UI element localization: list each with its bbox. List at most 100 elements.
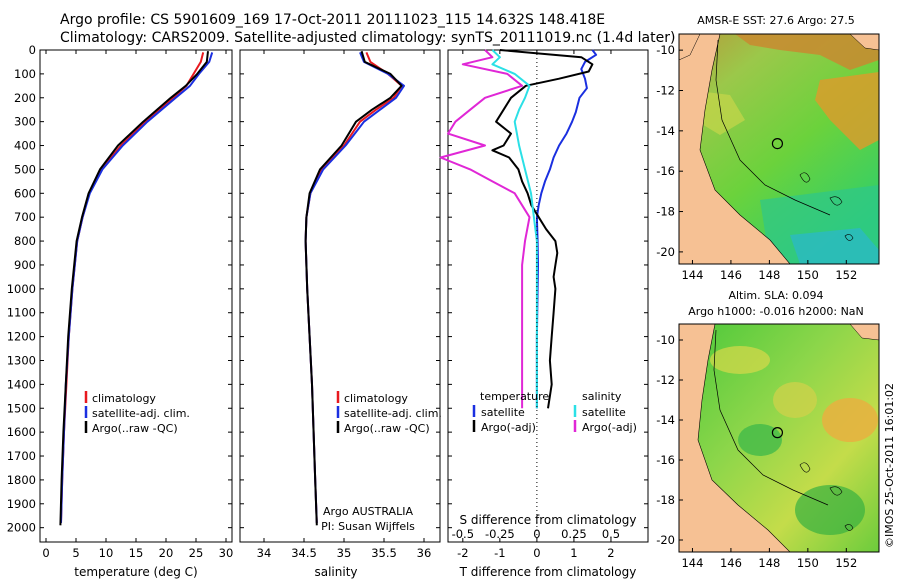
legend-label: Argo(-adj): [481, 421, 536, 434]
x-tick-label: 25: [189, 546, 204, 560]
sst-cool-patch: [790, 228, 879, 264]
temperature-panel-frame: [39, 49, 233, 543]
sla-map-axes: 144 146 148 150 152 -10 -12 -14 -16 -18 -20: [656, 333, 857, 570]
depth-tick-label: 1300: [7, 353, 36, 367]
lon-tick-label: 146: [720, 268, 742, 282]
depth-tick-label: 1100: [7, 306, 36, 320]
x-tick-label: 35: [337, 546, 352, 560]
x2-tick-label: -0.25: [485, 527, 515, 541]
x-tick-label: 35.5: [371, 546, 397, 560]
temperature-axes: 0100200300400500600700800900100011001200…: [7, 43, 234, 560]
series-line-satellite-adj-clim-: [60, 52, 214, 523]
x-tick-label: 0: [533, 546, 540, 560]
lat-tick-label: -12: [656, 373, 675, 387]
salinity-series: [304, 50, 405, 526]
difference-x2label: S difference from climatology: [460, 513, 637, 527]
float-program-annotation: Argo AUSTRALIA: [323, 505, 413, 518]
bathymetry-contour: [715, 39, 831, 216]
x-tick-label: 20: [159, 546, 174, 560]
depth-tick-label: 200: [14, 91, 36, 105]
x-tick-label: 0: [42, 546, 49, 560]
argo-position-marker: [771, 427, 784, 439]
legend-label: Argo(-adj): [582, 421, 637, 434]
sst-warm-patch: [815, 72, 879, 150]
legend-label: Argo(..raw -QC): [344, 422, 430, 435]
salinity-xlabel: salinity: [314, 565, 357, 579]
depth-tick-label: 1900: [7, 497, 36, 511]
series-line-climatology: [60, 52, 205, 523]
x-tick-label: -2: [457, 546, 468, 560]
series-line-salinity-satellite: [491, 49, 538, 409]
sla-anomaly: [773, 382, 817, 418]
difference-panel-frame: [447, 49, 649, 543]
imos-timestamp: ©IMOS 25-Oct-2011 16:01:02: [883, 383, 896, 548]
legend-header-temperature: temperature: [480, 390, 549, 403]
temperature-legend: climatology satellite-adj. clim. Argo(..…: [84, 391, 190, 435]
lat-tick-label: -10: [656, 43, 675, 57]
land-png: [849, 324, 879, 341]
sla-high-anomaly: [822, 398, 878, 442]
lat-tick-label: -18: [656, 205, 675, 219]
depth-tick-label: 2000: [7, 521, 36, 535]
lon-tick-label: 152: [835, 268, 857, 282]
sla-low-anomaly: [795, 485, 865, 535]
lat-tick-label: -16: [656, 453, 675, 467]
difference-legend: temperature satellite Argo(-adj) salinit…: [472, 390, 637, 434]
lat-tick-label: -20: [656, 533, 675, 547]
reef-outlines: [799, 172, 854, 241]
legend-header-salinity: salinity: [582, 390, 622, 403]
x2-tick-label: -0.5: [452, 527, 474, 541]
lat-tick-label: -14: [656, 124, 675, 138]
x-tick-label: 30: [219, 546, 234, 560]
difference-series: [439, 49, 598, 409]
depth-tick-label: 300: [14, 115, 36, 129]
legend-label: climatology: [344, 392, 408, 405]
x-tick-label: 1: [570, 546, 577, 560]
lon-tick-label: 148: [758, 556, 780, 570]
depth-tick-label: 1000: [7, 282, 36, 296]
sst-warm-patch: [735, 34, 879, 70]
legend-label: satellite: [582, 406, 626, 419]
legend-label: satellite: [481, 406, 525, 419]
series-line-temperature-argo-adj-: [491, 49, 594, 409]
depth-tick-label: 400: [14, 139, 36, 153]
x-tick-label: 5: [72, 546, 79, 560]
sla-low-anomaly: [738, 424, 782, 456]
sst-map-frame: [678, 33, 880, 265]
depth-tick-label: 1500: [7, 401, 36, 415]
lon-tick-label: 144: [681, 556, 703, 570]
depth-tick-label: 900: [14, 258, 36, 272]
land-png: [849, 34, 879, 51]
x-tick-label: 2: [607, 546, 614, 560]
sst-map-title: AMSR-E SST: 27.6 Argo: 27.5: [697, 14, 855, 27]
depth-tick-label: 500: [14, 162, 36, 176]
bathymetry-contour: [713, 329, 829, 506]
x-tick-label: 34.5: [291, 546, 317, 560]
depth-tick-label: 1400: [7, 377, 36, 391]
sla-anomaly: [710, 346, 770, 374]
land-cape-york: [679, 34, 701, 61]
lon-tick-label: 150: [797, 556, 819, 570]
lon-tick-label: 144: [681, 268, 703, 282]
argo-position-marker: [771, 137, 784, 150]
lat-tick-label: -12: [656, 83, 675, 97]
land-queensland: [679, 34, 791, 264]
x-tick-label: 36: [417, 546, 432, 560]
legend-label: climatology: [92, 392, 156, 405]
lat-tick-label: -16: [656, 164, 675, 178]
x-tick-label: 34: [257, 546, 272, 560]
x-tick-label: 10: [99, 546, 114, 560]
x2-tick-label: 0.25: [561, 527, 587, 541]
header-line-2: Climatology: CARS2009. Satellite-adjuste…: [60, 30, 675, 46]
sst-map: [679, 34, 879, 264]
header-line-1: Argo profile: CS 5901609_169 17-Oct-2011…: [60, 12, 605, 28]
legend-label: satellite-adj. clim.: [92, 407, 190, 420]
depth-tick-label: 1800: [7, 473, 36, 487]
principal-investigator-annotation: PI: Susan Wijffels: [321, 520, 415, 533]
lat-tick-label: -18: [656, 493, 675, 507]
x2-tick-label: 0.5: [602, 527, 620, 541]
series-line-argo-raw-qc-: [59, 51, 209, 526]
series-line-salinity-argo-adj-: [439, 49, 531, 409]
reef-outlines: [799, 462, 854, 531]
